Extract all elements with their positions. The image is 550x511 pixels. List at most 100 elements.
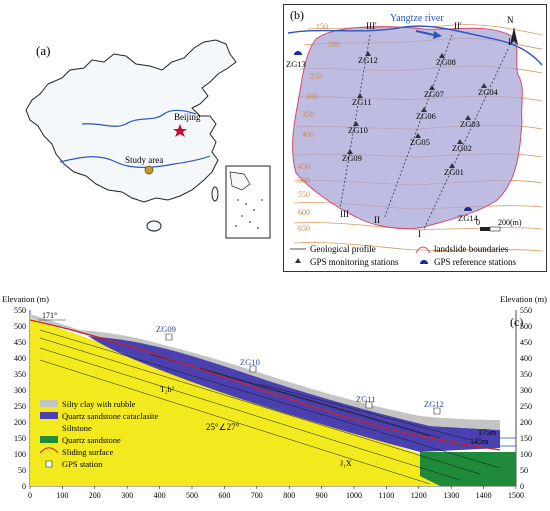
x-tick-label: 1300 [443, 491, 459, 500]
y-tick-label: 550 [520, 306, 532, 315]
geological-profile: Elevation (m) Elevation (m) (c) 55050045… [2, 294, 547, 500]
x-tick-label: 1200 [411, 491, 427, 500]
x-tick-label: 300 [121, 491, 133, 500]
y-tick-label: 200 [520, 418, 532, 427]
profile-station-label: ZG12 [424, 399, 444, 409]
station-label: ZG06 [416, 111, 436, 121]
legend-monitor-text: GPS monitoring stations [310, 257, 399, 267]
stratum-lower-label: J₁X [340, 459, 352, 468]
beijing-star-icon [173, 124, 187, 137]
x-tick-label: 1000 [346, 491, 362, 500]
y-tick-label: 400 [520, 354, 532, 363]
contour-label: 600 [298, 208, 310, 217]
legend-profile-text: Geological profile [310, 244, 376, 254]
y-tick-label: 0 [520, 482, 524, 491]
river-direction-arrow-icon [415, 30, 435, 36]
reference-station-label: ZG14 [458, 213, 479, 223]
river-label: Yangtze river [390, 13, 444, 24]
legend-silty-text: Silty clay with rubble [62, 399, 136, 409]
yellow-river-line [81, 109, 197, 127]
green-sandstone-lower-right [420, 452, 516, 486]
y-tick-label: 250 [520, 402, 532, 411]
contour-labels: 150 200 250 300 350 400 450 500 550 600 … [298, 22, 340, 233]
sliding-surface-line [29, 319, 501, 451]
y-tick-label: 500 [520, 322, 532, 331]
y-tick-label: 150 [520, 434, 532, 443]
inset-islands [235, 199, 263, 229]
y-tick-label: 550 [14, 306, 26, 315]
y-tick-label: 450 [520, 338, 532, 347]
x-tick-label: 600 [218, 491, 230, 500]
river-line [287, 25, 543, 66]
orientation-label: 171° [42, 311, 57, 320]
landslide-body [292, 26, 523, 230]
silty-clay-layer [30, 314, 500, 430]
station-label: ZG10 [348, 125, 368, 135]
legend-cataclasite-swatch [40, 412, 58, 419]
contour-label: 300 [306, 92, 318, 101]
contour-label: 200 [328, 40, 340, 49]
panel-c-label: (c) [510, 315, 523, 329]
y-tick-label: 350 [14, 370, 26, 379]
gps-station-icon [165, 333, 173, 341]
profile-station-label: ZG11 [356, 394, 376, 404]
panel-a-label: (a) [36, 43, 50, 58]
x-tick-label: 1100 [379, 491, 395, 500]
x-tick-label: 1500 [508, 491, 524, 500]
north-label: N [507, 15, 514, 25]
station-label: ZG03 [460, 119, 480, 129]
legend-siltstone-text: Siltstone [62, 423, 92, 433]
landslide-map-panel: Yangtze river (b) N 150 200 250 300 350 … [283, 4, 547, 272]
x-tick-label: 400 [154, 491, 166, 500]
map-legend: Geological profile landslide boundaries … [290, 244, 516, 267]
geological-profile-panel: Elevation (m) Elevation (m) (c) 550 500 45… [0, 288, 550, 506]
river-arrow-head-icon [433, 31, 442, 39]
contour-label: 350 [302, 110, 314, 119]
x-tick-label: 900 [316, 491, 328, 500]
reference-station-label: ZG13 [286, 59, 306, 69]
station-label: ZG09 [342, 153, 362, 163]
y-tick-label: 100 [520, 450, 532, 459]
contour-label: 250 [310, 72, 322, 81]
bedding-lines [39, 329, 501, 485]
y-tick-label: 50 [520, 466, 528, 475]
beijing-label: Beijing [174, 112, 201, 122]
monitoring-stations: ZG12 ZG08 ZG07 ZG04 ZG11 ZG06 ZG03 ZG10 … [342, 51, 499, 177]
profile-gps-stations: ZG09 ZG10 ZG11 ZG12 [156, 324, 444, 409]
contour-label: 150 [316, 22, 328, 31]
profile-label-iii: III [340, 209, 349, 219]
y-tick-label: 0 [22, 482, 26, 491]
legend-cataclasite-text: Quartz sandstone cataclasite [62, 411, 159, 421]
cataclasite-layer [88, 336, 500, 452]
station-label: ZG02 [452, 143, 472, 153]
y-tick-label: 300 [520, 386, 532, 395]
legend-silty-swatch [40, 400, 58, 407]
x-tick-label: 700 [251, 491, 263, 500]
station-label: ZG05 [410, 137, 430, 147]
contour-label: 450 [298, 162, 310, 171]
profile-legend: Silty clay with rubble Quartz sandstone … [39, 399, 159, 469]
station-label: ZG01 [444, 167, 464, 177]
hainan-island [146, 220, 162, 232]
y-tick-label: 450 [14, 338, 26, 347]
legend-siltstone-swatch [40, 424, 58, 431]
dip-label: 25°∠27° [206, 422, 240, 432]
legend-sandstone-swatch [40, 436, 58, 443]
y-tick-label: 350 [520, 370, 532, 379]
study-area-marker-icon [144, 165, 154, 175]
profile-label-i-prime: I' [508, 37, 513, 47]
station-label: ZG04 [478, 87, 499, 97]
profile-label-ii-prime: II' [454, 21, 462, 31]
contour-label: 550 [298, 190, 310, 199]
location-map-panel: (a) Beijing Study area [4, 4, 274, 244]
stratum-upper-label: T₂b² [160, 385, 175, 394]
boundary-line-icon [415, 246, 431, 254]
legend-sandstone-text: Quartz sandstone [62, 435, 121, 445]
water-level-high-label: 175m [478, 428, 497, 437]
y-tick-label: 400 [14, 354, 26, 363]
study-area-label: Study area [125, 155, 163, 165]
scale-distance-label: 200(m) [498, 218, 522, 227]
gps-reference-icon [420, 260, 428, 264]
